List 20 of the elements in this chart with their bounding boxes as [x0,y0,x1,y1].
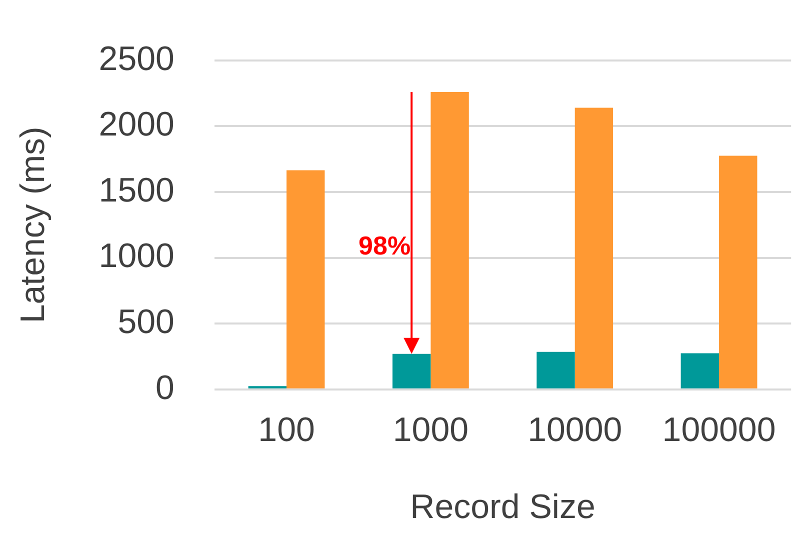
y-tick-label: 500 [118,302,174,341]
bar [536,352,575,388]
x-tick-label: 1000 [392,411,469,450]
bar [680,353,720,388]
y-tick-label: 1000 [98,237,174,276]
annotation: 98% [358,230,411,260]
y-tick-label: 1500 [98,171,174,210]
bar [574,108,614,388]
bar [719,156,758,388]
y-tick-label: 2500 [98,40,174,78]
y-axis-title: Latency (ms) [14,126,52,324]
x-tick-label: 10000 [528,411,622,450]
bar [286,170,325,388]
bar [430,92,469,388]
x-axis-title: Record Size [410,488,596,526]
bar [392,354,431,388]
x-tick-label: 100000 [662,411,776,450]
y-tick-label: 2000 [98,106,174,144]
x-tick-label: 100 [258,411,315,450]
y-tick-label: 0 [156,368,174,407]
